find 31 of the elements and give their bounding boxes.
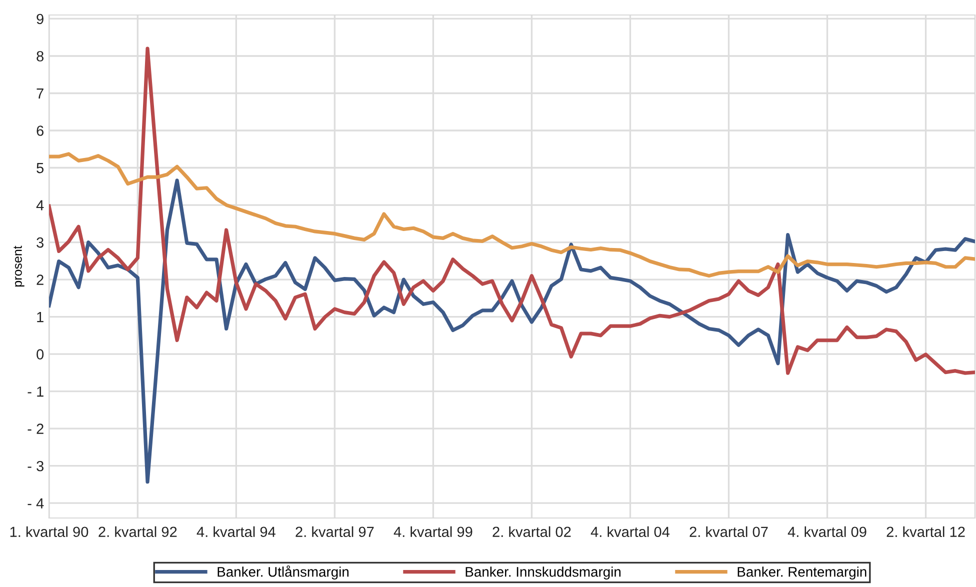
legend-label: Banker. Innskuddsmargin xyxy=(466,566,620,580)
y-tick-label: - 2 xyxy=(28,424,44,434)
x-tick-label: 2. kvartal 07 xyxy=(690,526,768,538)
line-series xyxy=(49,46,976,375)
x-tick-label: 2. kvartal 02 xyxy=(492,526,571,538)
x-tick-label: 4. kvartal 94 xyxy=(196,526,276,538)
y-tick-label: 2 xyxy=(36,274,44,285)
y-axis-title: prosent xyxy=(14,246,24,287)
y-tick-label: - 4 xyxy=(28,498,44,508)
y-tick-label: 3 xyxy=(36,237,44,248)
y-tick-label: 0 xyxy=(36,349,44,360)
y-tick-label: 7 xyxy=(36,88,44,99)
y-tick-label: 9 xyxy=(36,14,44,24)
x-tick-label: 4. kvartal 99 xyxy=(394,526,472,538)
legend-label: Banker. Rentemargin xyxy=(738,566,866,580)
y-tick-label: 8 xyxy=(36,51,44,62)
x-tick-label: 4. kvartal 09 xyxy=(788,526,866,538)
x-tick-label: 2. kvartal 92 xyxy=(98,526,177,538)
y-tick-label: 6 xyxy=(36,126,44,136)
line-series xyxy=(49,178,976,484)
x-tick-label: 4. kvartal 04 xyxy=(590,526,670,538)
x-tick-label: 1. kvartal 90 xyxy=(10,526,88,538)
y-tick-label: 5 xyxy=(36,163,44,174)
x-tick-label: 2. kvartal 12 xyxy=(886,526,965,538)
line-series xyxy=(49,152,976,278)
y-tick-label: 4 xyxy=(36,200,44,210)
y-tick-label: - 3 xyxy=(28,460,44,472)
y-tick-label: 1 xyxy=(37,312,44,322)
y-tick-label: - 1 xyxy=(28,386,44,397)
legend-label: Banker. Utlånsmargin xyxy=(218,565,348,580)
x-tick-label: 2. kvartal 97 xyxy=(296,526,374,538)
